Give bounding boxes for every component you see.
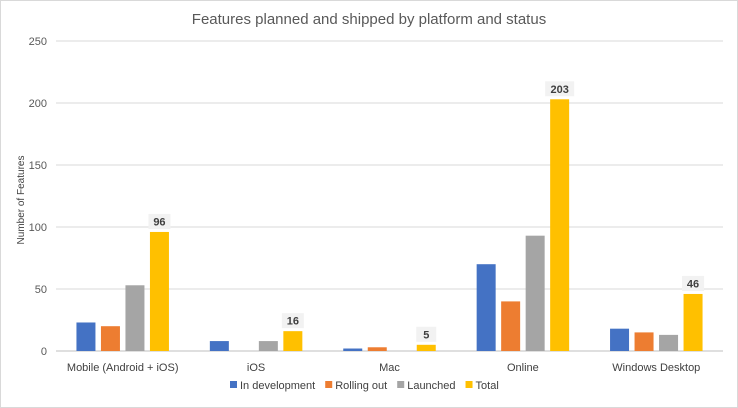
bar xyxy=(683,293,703,351)
legend-swatch xyxy=(397,381,405,388)
category-label: Mobile (Android + iOS) xyxy=(67,362,179,374)
data-label-box xyxy=(416,326,437,342)
legend-swatch xyxy=(230,381,237,388)
data-label-box xyxy=(281,313,304,329)
y-tick-label: 0 xyxy=(41,346,47,358)
bar xyxy=(149,231,169,351)
legend-swatch xyxy=(465,381,473,388)
bar xyxy=(659,334,679,351)
bar xyxy=(283,331,303,351)
chart-title: Features planned and shipped by platform… xyxy=(192,11,546,28)
data-label: 96 xyxy=(153,216,165,228)
data-label: 203 xyxy=(550,84,568,96)
y-tick-label: 250 xyxy=(29,36,47,48)
category-label: Online xyxy=(507,362,539,374)
legend-label: Total xyxy=(476,380,499,392)
bar xyxy=(209,341,229,351)
category-label: Windows Desktop xyxy=(612,362,700,374)
y-axis-label: Number of Features xyxy=(16,156,27,245)
data-label-box xyxy=(148,213,171,229)
category-labels: Mobile (Android + iOS) iOS Mac Online Window… xyxy=(67,362,700,374)
bar xyxy=(76,322,96,351)
bar xyxy=(610,328,630,351)
data-label: 46 xyxy=(687,278,699,290)
legend-swatch xyxy=(325,381,333,388)
bar xyxy=(343,348,363,351)
bars xyxy=(76,99,703,351)
bar xyxy=(416,344,436,351)
y-tick-label: 150 xyxy=(29,160,47,172)
bar xyxy=(100,326,120,351)
bar xyxy=(501,301,521,351)
data-labels: 96 16 5 203 46 xyxy=(148,81,705,342)
y-tick-label: 50 xyxy=(35,284,47,296)
data-label-box xyxy=(545,81,575,97)
category-label: Mac xyxy=(379,362,400,374)
legend-label: Rolling out xyxy=(335,380,387,392)
legend: In development Rolling out Launched Total xyxy=(230,380,499,392)
legend-label: In development xyxy=(240,380,315,392)
data-label: 5 xyxy=(423,329,429,341)
legend-label: Launched xyxy=(407,380,455,392)
category-label: iOS xyxy=(247,362,265,374)
bar xyxy=(476,264,496,351)
bar xyxy=(634,332,654,351)
bar xyxy=(525,235,545,351)
bar xyxy=(125,285,145,351)
data-label: 16 xyxy=(287,316,299,328)
bar xyxy=(258,341,278,351)
y-tick-label: 200 xyxy=(29,98,47,110)
data-label-box xyxy=(682,275,705,291)
bar xyxy=(367,347,387,351)
y-tick-labels: 0 50 100 150 200 250 xyxy=(29,36,47,358)
bar xyxy=(550,99,570,351)
y-tick-label: 100 xyxy=(29,222,47,234)
